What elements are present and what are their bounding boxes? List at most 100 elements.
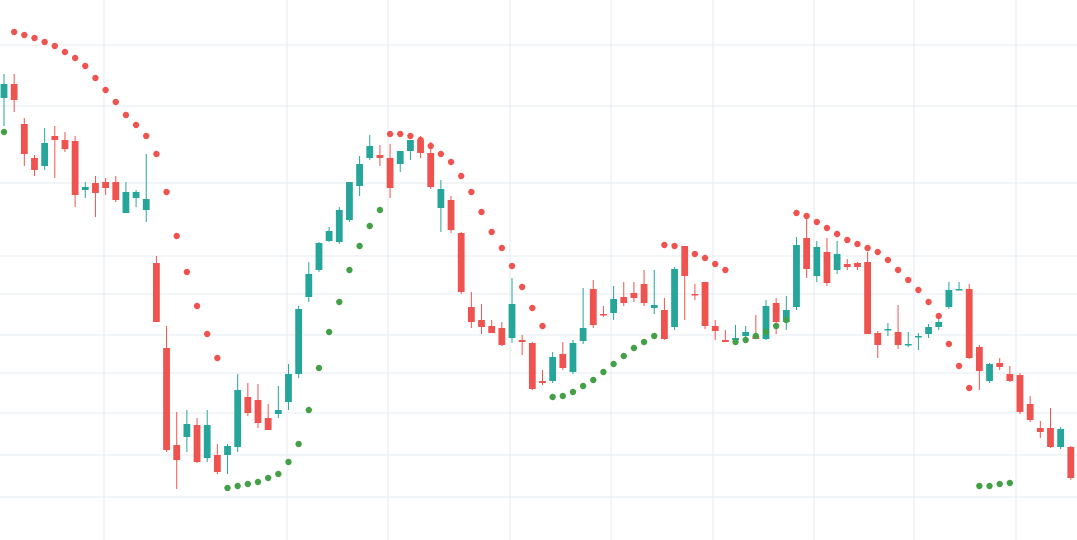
sar-dot <box>326 329 332 335</box>
candle-body <box>742 332 749 336</box>
candle-body <box>11 84 18 100</box>
sar-dot <box>936 313 942 319</box>
sar-dot <box>255 479 261 485</box>
candle-body <box>458 233 465 292</box>
candle-body <box>498 328 505 345</box>
candle <box>966 284 973 359</box>
candle-body <box>864 262 871 334</box>
sar-dot <box>732 339 738 345</box>
sar-dot <box>387 131 393 137</box>
candle <box>102 178 109 195</box>
candle-body <box>1027 404 1034 420</box>
sar-dot <box>509 263 515 269</box>
candle <box>468 292 475 328</box>
sar-dot <box>468 189 474 195</box>
sar-dot <box>864 245 870 251</box>
sar-dot <box>712 261 718 267</box>
candle <box>41 128 48 170</box>
candle <box>945 282 952 309</box>
candle-body <box>153 263 160 322</box>
sar-dot <box>499 245 505 251</box>
sar-dot <box>356 243 362 249</box>
sar-dot <box>651 333 657 339</box>
sar-dot <box>123 112 129 118</box>
candle <box>1006 366 1013 382</box>
sar-dot <box>1 129 7 135</box>
candle <box>82 182 89 198</box>
sar-dot <box>905 277 911 283</box>
sar-dot <box>610 361 616 367</box>
candle-body <box>509 304 516 338</box>
candle-body <box>976 347 983 371</box>
candle-body <box>163 348 170 450</box>
candle-body <box>651 305 658 308</box>
sar-dot <box>692 251 698 257</box>
candle-body <box>143 199 150 210</box>
candle-body <box>346 182 353 220</box>
candle-body <box>600 314 607 316</box>
candle-body <box>41 143 48 166</box>
sar-dot <box>722 267 728 273</box>
candle-body <box>986 364 993 381</box>
candle <box>895 305 902 349</box>
candle <box>529 342 536 390</box>
candle <box>915 333 922 350</box>
candle <box>133 190 140 207</box>
sar-dot <box>21 32 27 38</box>
sar-dot <box>295 441 301 447</box>
candle-body <box>468 307 475 322</box>
candle-body <box>31 158 38 170</box>
candle-body <box>956 289 963 291</box>
candle-body <box>194 425 201 462</box>
candle <box>651 270 658 314</box>
sar-dot <box>600 369 606 375</box>
sar-dot <box>834 231 840 237</box>
sar-dot <box>133 122 139 128</box>
sar-dot <box>956 363 962 369</box>
sar-dot <box>336 299 342 305</box>
sar-dot <box>661 242 667 248</box>
sar-dot <box>763 329 769 335</box>
sar-dot <box>174 233 180 239</box>
candle-body <box>722 340 729 342</box>
sar-dot <box>41 39 47 45</box>
candle-body <box>51 136 58 140</box>
candle-body <box>935 322 942 327</box>
sar-dot <box>377 207 383 213</box>
candle <box>834 241 841 274</box>
candle <box>813 241 820 282</box>
candle <box>956 282 963 291</box>
candle-body <box>102 182 109 188</box>
sar-dot <box>590 377 596 383</box>
candle <box>885 323 892 336</box>
candle <box>874 331 881 358</box>
candle <box>783 296 790 330</box>
sar-dot <box>448 159 454 165</box>
candle <box>204 410 211 462</box>
candle <box>397 151 404 172</box>
candle <box>326 227 333 242</box>
candle <box>976 345 983 390</box>
candle <box>488 320 495 333</box>
candle-body <box>529 343 536 389</box>
sar-dot <box>234 483 240 489</box>
candle-series <box>1 74 1077 528</box>
candle <box>559 342 566 370</box>
sar-dot <box>814 219 820 225</box>
candle-body <box>874 333 881 345</box>
candle <box>183 410 190 452</box>
candle <box>214 444 221 474</box>
candle-body <box>437 189 444 208</box>
candle-body <box>620 297 627 303</box>
sar-dot <box>570 389 576 395</box>
candle-body <box>1017 375 1024 412</box>
candle <box>112 176 119 202</box>
sar-dot <box>488 229 494 235</box>
sar-dot <box>966 385 972 391</box>
candle-body <box>580 328 587 341</box>
candle-body <box>661 310 668 339</box>
sar-dot <box>204 331 210 337</box>
sar-dot <box>458 173 464 179</box>
candle <box>407 140 414 160</box>
